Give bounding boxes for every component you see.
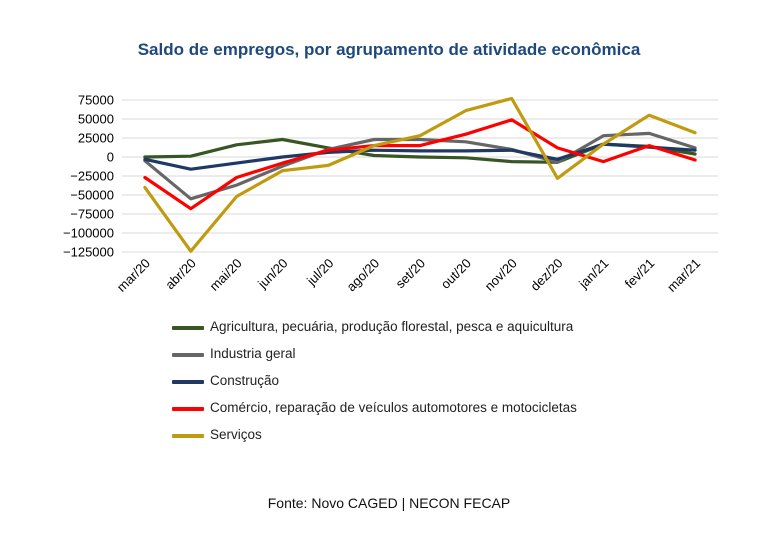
grid-lines (122, 99, 718, 253)
legend-swatch (172, 326, 204, 330)
x-tick-label: out/20 (438, 256, 474, 292)
legend-label: Serviços (210, 427, 262, 442)
x-tick-label: mar/21 (664, 256, 703, 295)
series-line (143, 96, 697, 253)
line-chart: 75000 50000 25000 0 −25000 −50000 −75000 −10000… (63, 93, 718, 295)
x-tick-label: jun/20 (254, 256, 290, 292)
y-tick-label: −100000 (63, 226, 114, 241)
x-axis-tick-labels: mar/20 abr/20 mai/20 jun/20 jul/20 ago/20 set/… (114, 256, 703, 295)
x-tick-label: jul/20 (303, 256, 336, 289)
x-tick-label: nov/20 (482, 256, 520, 294)
x-tick-label: mar/20 (114, 256, 153, 295)
x-tick-label: ago/20 (344, 256, 383, 295)
legend-label: Industria geral (210, 346, 296, 361)
y-tick-label: 75000 (78, 93, 114, 108)
legend-swatch (172, 407, 204, 411)
x-tick-label: fev/21 (622, 256, 658, 292)
series-lines (143, 96, 697, 253)
y-axis-tick-labels: 75000 50000 25000 0 −25000 −50000 −75000 −10000… (63, 93, 114, 260)
y-tick-label: −25000 (70, 169, 114, 184)
legend-label: Construção (210, 373, 280, 388)
legend-swatch (172, 353, 204, 357)
series-line (143, 118, 697, 211)
legend-label: Agricultura, pecuária, produção floresta… (210, 319, 574, 334)
legend-label: Comércio, reparação de veículos automoto… (210, 400, 577, 415)
x-tick-label: dez/20 (527, 256, 565, 294)
y-tick-label: −50000 (70, 188, 114, 203)
y-tick-label: 25000 (78, 131, 114, 146)
y-tick-label: −75000 (70, 207, 114, 222)
chart-title: Saldo de empregos, por agrupamento de at… (137, 40, 641, 59)
legend-swatch (172, 380, 204, 384)
y-tick-label: 50000 (78, 112, 114, 127)
y-tick-label: −125000 (63, 245, 114, 260)
x-tick-label: jan/21 (575, 256, 611, 292)
x-tick-label: abr/20 (162, 256, 199, 293)
legend-swatch (172, 434, 204, 438)
source-note: Fonte: Novo CAGED | NECON FECAP (267, 495, 511, 511)
x-tick-label: mai/20 (207, 256, 245, 294)
series-line (143, 131, 697, 201)
y-tick-label: 0 (107, 150, 114, 165)
x-tick-label: set/20 (392, 256, 428, 292)
